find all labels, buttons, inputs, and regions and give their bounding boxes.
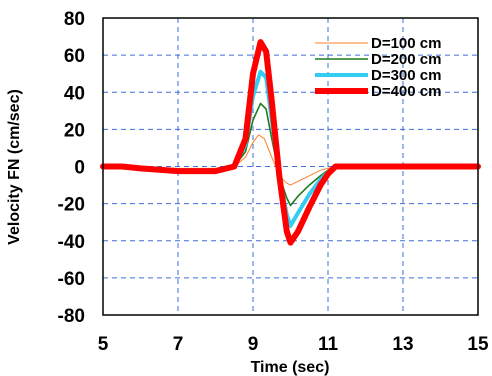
y-tick-label: 80 <box>64 9 85 30</box>
x-tick-label: 11 <box>318 334 339 355</box>
legend-label: D=100 cm <box>371 35 441 52</box>
series-line-2 <box>102 102 479 207</box>
x-tick-label: 13 <box>392 334 413 355</box>
y-tick-label: -80 <box>58 306 85 327</box>
legend-label: D=300 cm <box>371 67 441 84</box>
x-tick-label: 5 <box>98 334 109 355</box>
legend-label: D=200 cm <box>371 51 441 68</box>
x-tick-label: 15 <box>467 334 489 355</box>
y-tick-labels: -80 -60 -40 -20 0 20 40 60 80 <box>58 9 85 327</box>
y-tick-label: 20 <box>64 120 85 141</box>
plot-frame <box>102 17 479 316</box>
legend-label: D=400 cm <box>371 83 441 100</box>
x-axis-title: Time (sec) <box>251 359 330 376</box>
y-tick-label: -40 <box>58 232 85 253</box>
y-tick-label: 0 <box>74 158 85 179</box>
series-lines <box>100 39 481 246</box>
x-tick-labels: 5 7 9 11 13 15 <box>98 334 489 355</box>
y-tick-label: 40 <box>64 83 85 104</box>
y-tick-label: -20 <box>58 195 85 216</box>
y-tick-label: 60 <box>64 46 85 67</box>
series-line-4 <box>100 39 481 246</box>
x-tick-label: 7 <box>173 334 184 355</box>
x-tick-label: 9 <box>248 334 259 355</box>
legend: D=100 cmD=200 cmD=300 cmD=400 cm <box>315 35 441 100</box>
y-axis-title: Velocity FN (cm/sec) <box>6 89 23 245</box>
series-line-1 <box>102 134 479 186</box>
y-tick-label: -60 <box>58 269 85 290</box>
